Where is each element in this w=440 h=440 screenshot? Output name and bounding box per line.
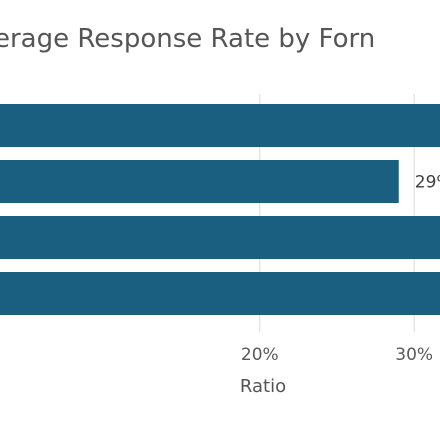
bar [0,216,440,259]
bar [0,104,440,147]
x-axis-title: Ratio [239,376,287,397]
bar [0,160,399,203]
x-tick-label: 20% [241,345,279,365]
chart-title: erage Response Rate by Forn [0,24,376,54]
bar [0,272,440,315]
data-label: 29% [415,173,440,193]
x-tick-label: 30% [395,345,433,365]
